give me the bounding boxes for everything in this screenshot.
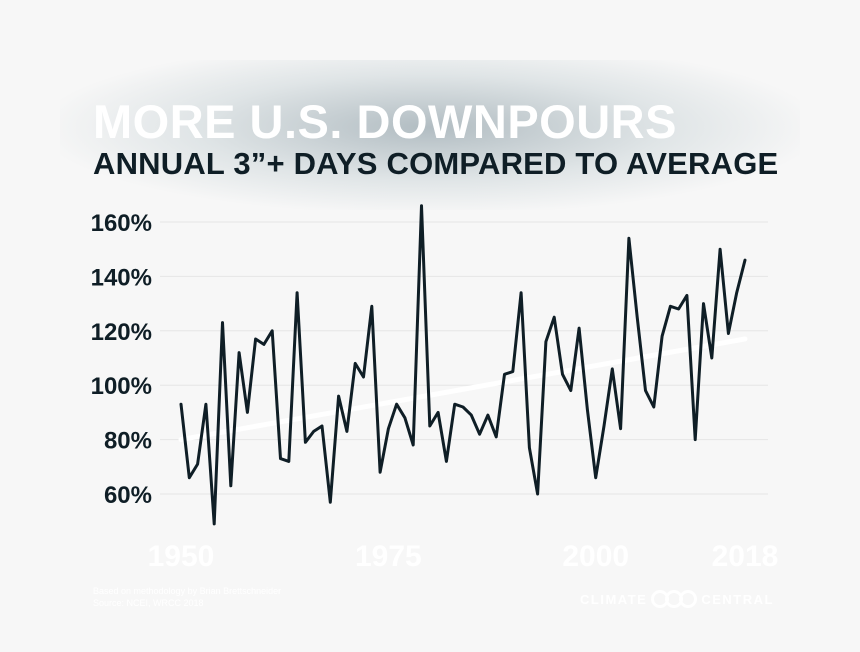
- x-tick-label-1950: 1950: [148, 540, 215, 573]
- source-note: Based on methodology by Brian Brettschne…: [93, 585, 281, 609]
- trend-line: [178, 336, 748, 443]
- y-tick-label-100: 100%: [91, 373, 152, 400]
- climate-central-logo: CLIMATE CENTRAL: [580, 590, 774, 608]
- y-tick-label-140: 140%: [91, 264, 152, 291]
- x-tick-label-1975: 1975: [355, 540, 422, 573]
- x-tick-label-2000: 2000: [562, 540, 629, 573]
- brand-right-text: CENTRAL: [701, 591, 774, 607]
- y-tick-label-60: 60%: [104, 482, 152, 509]
- source-line-2: Source: NCEI, WRCC 2018: [93, 598, 204, 608]
- source-line-1: Based on methodology by Brian Brettschne…: [93, 586, 282, 596]
- chart-subtitle: ANNUAL 3”+ DAYS COMPARED TO AVERAGE: [93, 146, 779, 181]
- y-tick-label-160: 160%: [91, 210, 152, 237]
- data-series-line: [179, 204, 747, 526]
- y-tick-label-120: 120%: [91, 319, 152, 346]
- y-tick-label-80: 80%: [104, 428, 152, 455]
- chart-title: MORE U.S. DOWNPOURS: [93, 95, 677, 148]
- brand-left-text: CLIMATE: [580, 591, 648, 607]
- x-tick-label-2018: 2018: [712, 540, 779, 573]
- logo-rings-icon: [651, 590, 698, 608]
- title-glow: [60, 60, 800, 210]
